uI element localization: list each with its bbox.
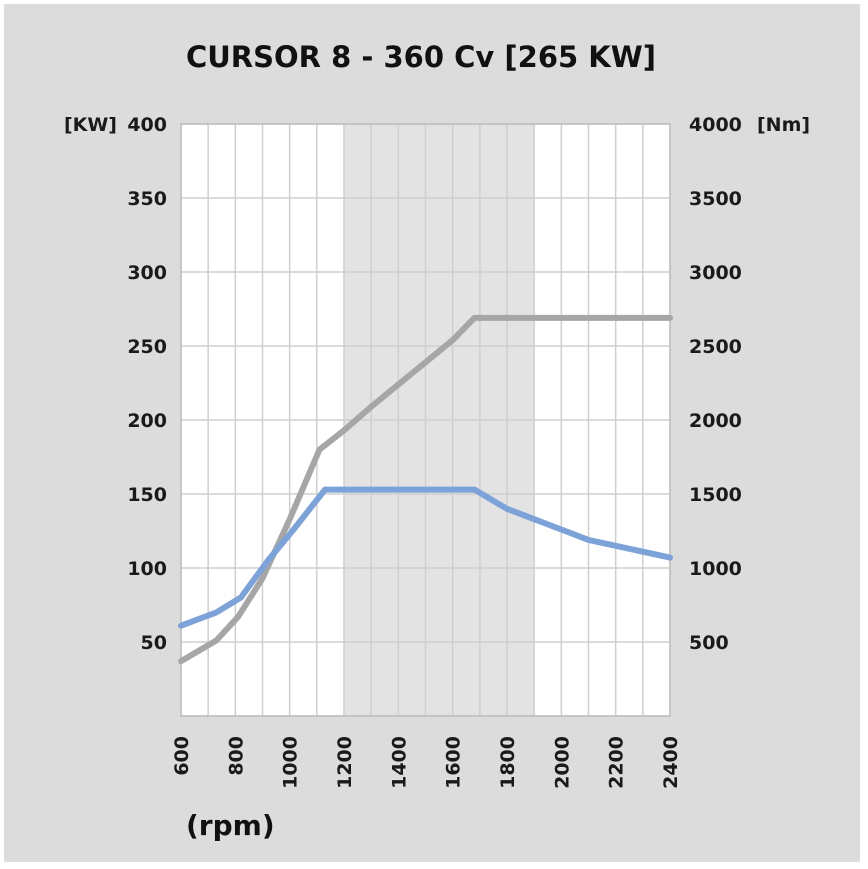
x-tick-label: 800 — [225, 736, 247, 776]
y-left-tick-label: 150 — [127, 484, 167, 506]
x-tick-label: 1800 — [497, 736, 519, 789]
y-right-tick-label: 3500 — [689, 188, 742, 210]
y-right-unit-label: [Nm] — [757, 114, 810, 136]
x-tick-label: 2400 — [660, 736, 682, 789]
axis-labels: 50 100 150 200 250 300 350 400 500 1000 1500 2000 25… — [64, 114, 810, 789]
y-left-tick-label: 200 — [127, 410, 167, 432]
y-left-tick-label: 250 — [127, 336, 167, 358]
chart-title: CURSOR 8 - 360 Cv [265 KW] — [186, 40, 656, 74]
x-tick-label: 600 — [171, 736, 193, 776]
y-right-tick-label: 2500 — [689, 336, 742, 358]
y-right-tick-label: 3000 — [689, 262, 742, 284]
x-tick-label: 1600 — [443, 736, 465, 789]
x-tick-label: 1000 — [280, 736, 302, 789]
torque-series-line — [178, 486, 673, 629]
y-right-tick-label: 1000 — [689, 558, 742, 580]
y-left-tick-label: 350 — [127, 188, 167, 210]
y-left-unit-label: [KW] — [64, 114, 117, 136]
power-series-line — [178, 314, 673, 665]
y-right-tick-label: 2000 — [689, 410, 742, 432]
y-right-tick-label: 500 — [689, 632, 729, 654]
x-tick-label: 1200 — [334, 736, 356, 789]
x-tick-label: 2000 — [551, 736, 573, 789]
y-left-tick-label: 300 — [127, 262, 167, 284]
y-right-tick-label: 1500 — [689, 484, 742, 506]
plot-frame — [180, 123, 671, 717]
x-tick-label: 2200 — [606, 736, 628, 789]
y-left-tick-label: 400 — [127, 114, 167, 136]
y-left-tick-label: 100 — [127, 558, 167, 580]
x-axis-label: (rpm) — [186, 809, 275, 842]
y-left-tick-label: 50 — [141, 632, 167, 654]
x-tick-label: 1400 — [388, 736, 410, 789]
series-layer — [178, 314, 673, 665]
y-right-tick-label: 4000 — [689, 114, 742, 136]
